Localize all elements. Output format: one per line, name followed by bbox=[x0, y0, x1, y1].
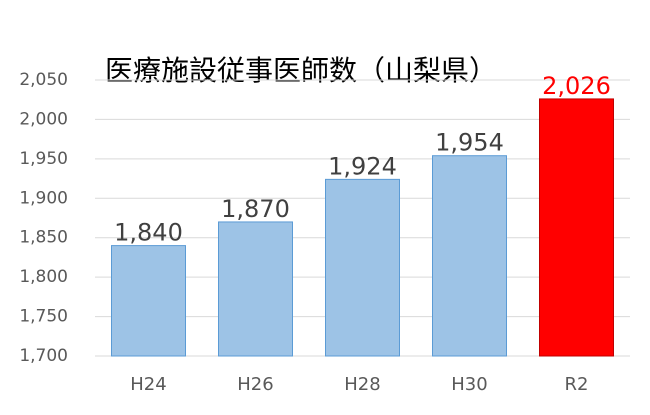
bar bbox=[432, 155, 507, 357]
y-tick-label: 1,700 bbox=[19, 346, 68, 366]
y-tick-label: 1,850 bbox=[19, 228, 68, 248]
y-tick-label: 1,750 bbox=[19, 307, 68, 327]
chart-title: 医療施設従事医師数（山梨県） bbox=[105, 54, 497, 87]
x-tick-label: H26 bbox=[237, 374, 273, 395]
y-tick-label: 1,900 bbox=[19, 188, 68, 208]
x-tick-label: H28 bbox=[344, 374, 380, 395]
y-tick-label: 2,050 bbox=[19, 70, 68, 90]
value-label: 1,954 bbox=[435, 129, 504, 157]
x-tick-label: H30 bbox=[451, 374, 487, 395]
bar bbox=[111, 245, 186, 357]
bar bbox=[325, 178, 400, 357]
y-tick-label: 1,950 bbox=[19, 149, 68, 169]
value-label: 1,840 bbox=[114, 219, 183, 247]
value-label: 1,924 bbox=[328, 152, 397, 180]
y-tick-label: 2,000 bbox=[19, 109, 68, 129]
y-tick-label: 1,800 bbox=[19, 267, 68, 287]
value-label: 2,026 bbox=[542, 72, 611, 100]
x-tick-label: H24 bbox=[130, 374, 166, 395]
value-label: 1,870 bbox=[221, 195, 290, 223]
x-tick-label: R2 bbox=[565, 374, 589, 395]
bar bbox=[539, 98, 614, 357]
bar bbox=[218, 221, 293, 357]
